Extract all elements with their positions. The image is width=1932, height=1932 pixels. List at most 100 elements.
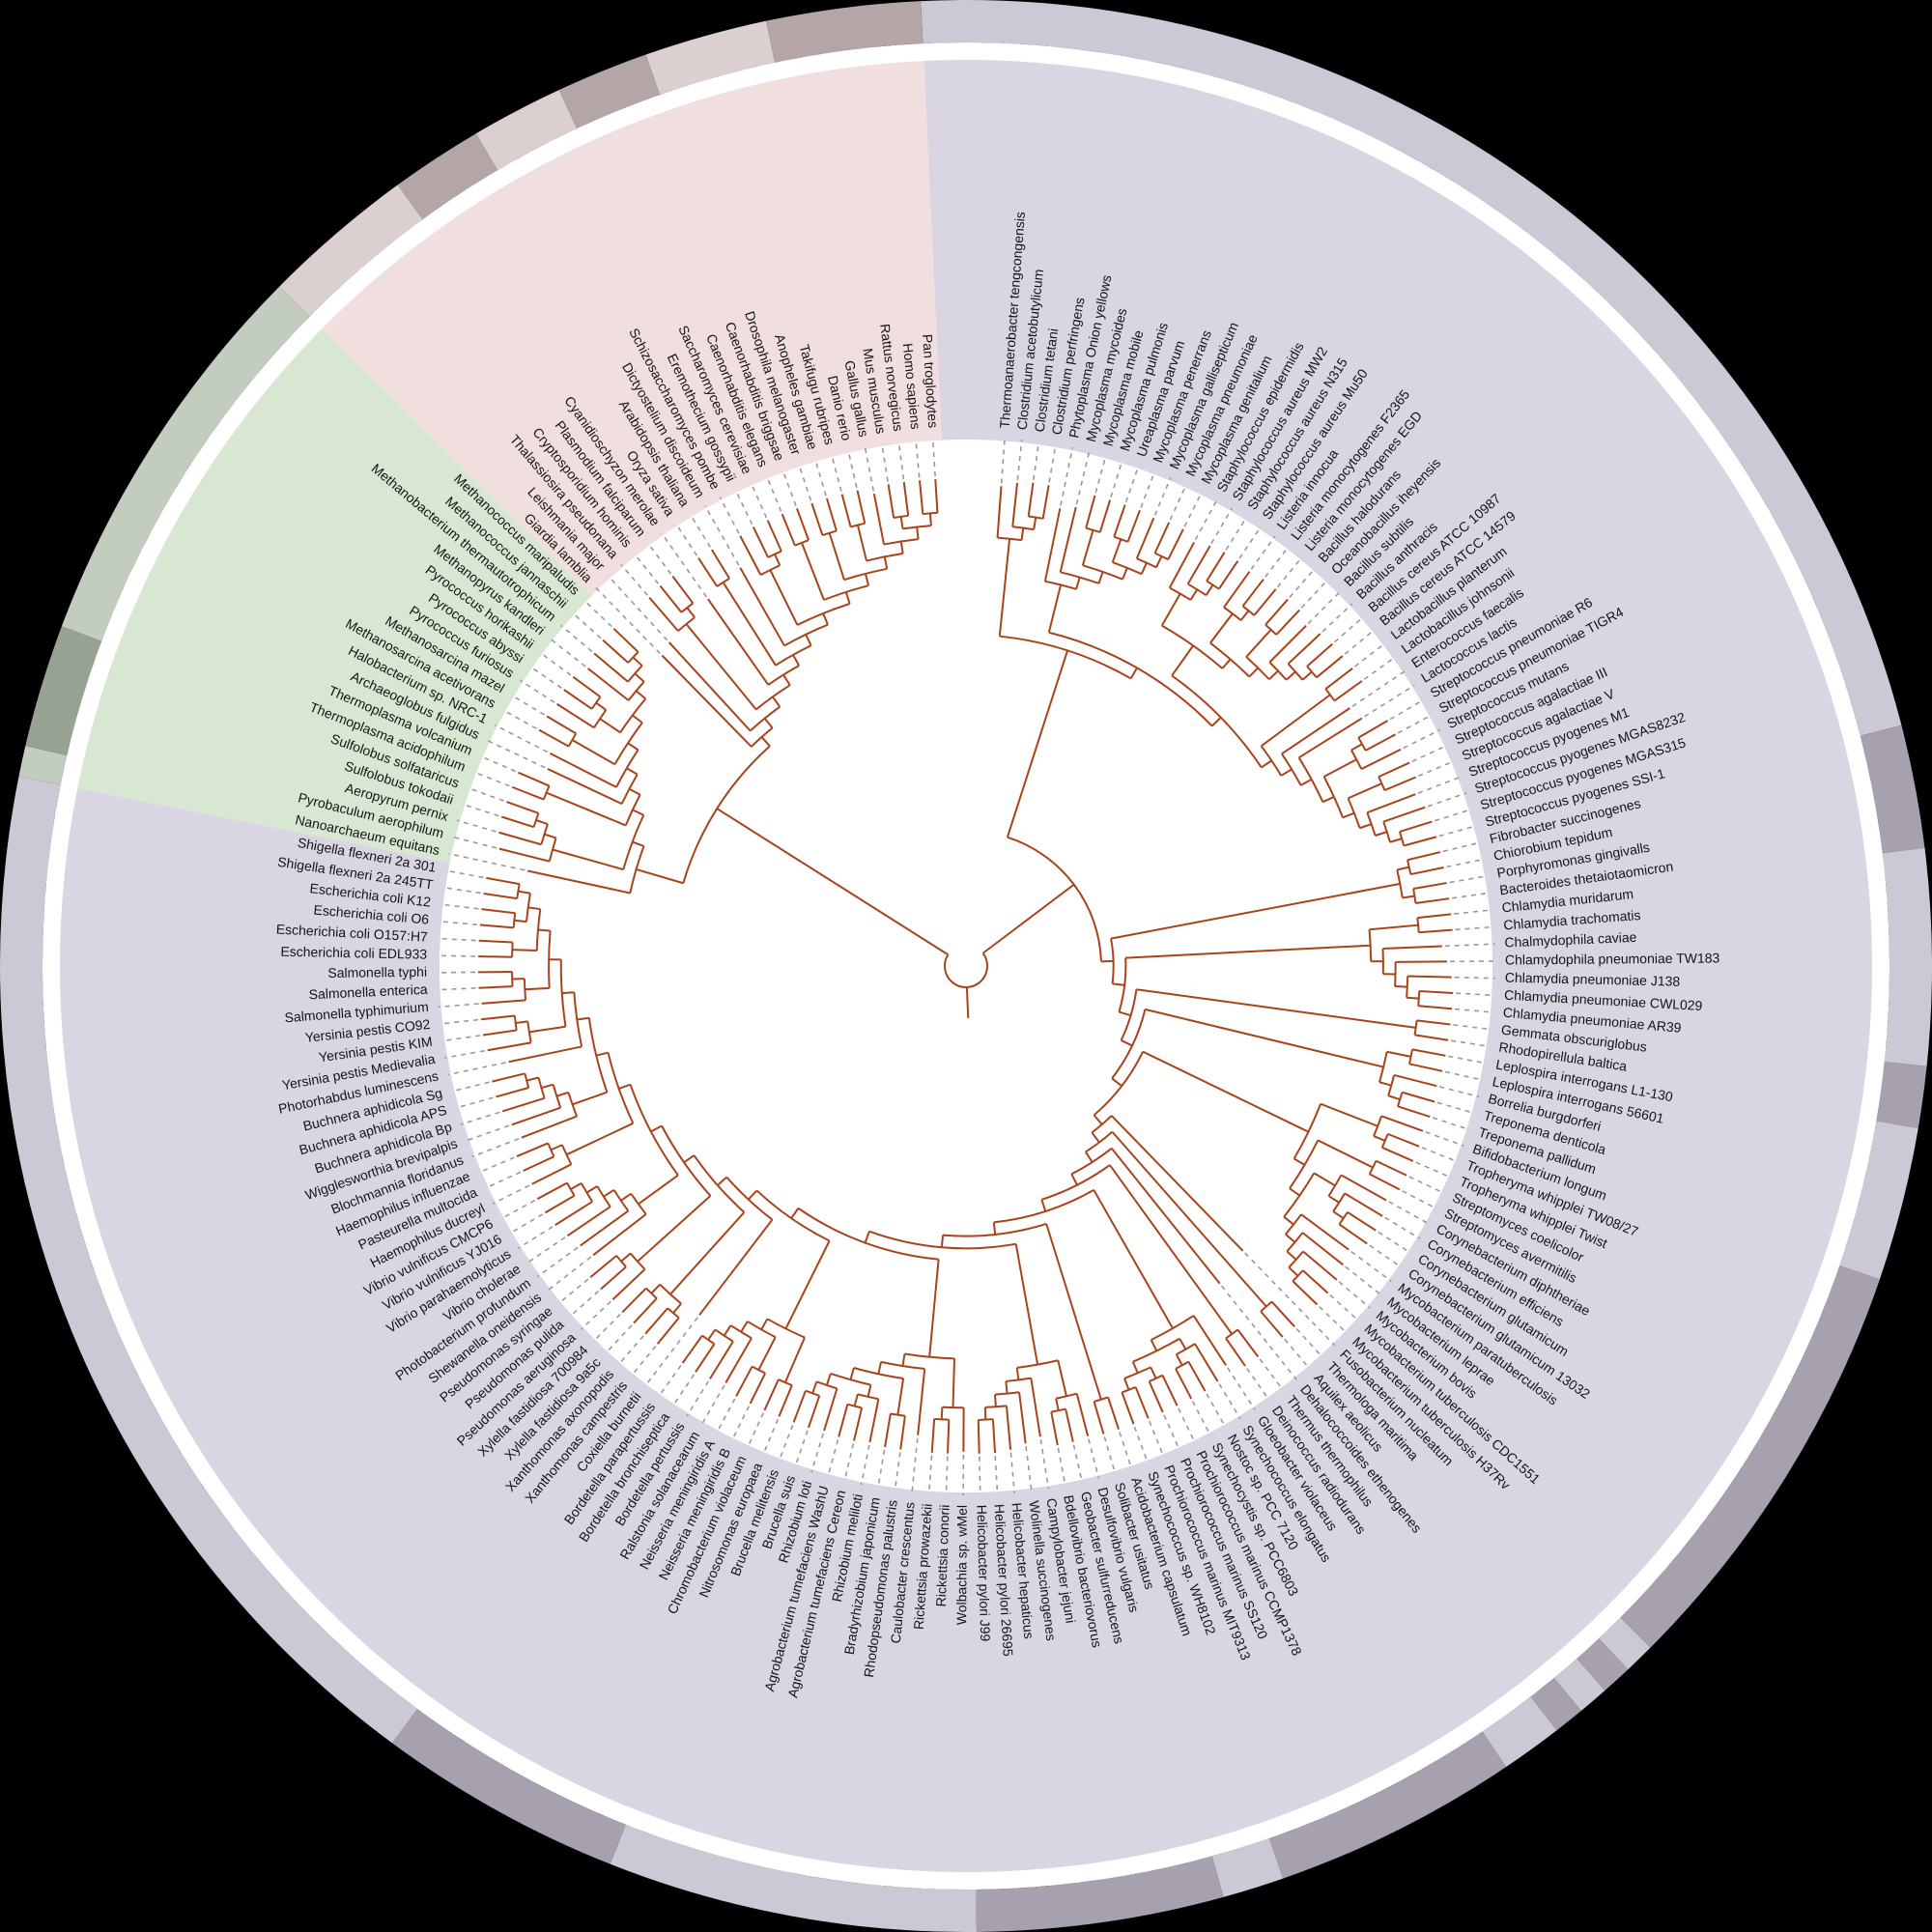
leaf-dash bbox=[762, 1418, 779, 1456]
leaf-dash bbox=[1220, 1285, 1297, 1380]
branch bbox=[1261, 759, 1272, 769]
leaf-dash bbox=[1454, 1008, 1493, 1013]
branch bbox=[1189, 588, 1199, 601]
ring-segment bbox=[610, 1824, 977, 1932]
leaf-dash bbox=[1149, 1420, 1165, 1458]
leaf-dash bbox=[746, 1412, 764, 1449]
branch bbox=[952, 1358, 956, 1408]
branch bbox=[518, 771, 550, 787]
leaf-dash bbox=[700, 1384, 725, 1426]
branch bbox=[792, 1390, 807, 1423]
branch bbox=[538, 728, 570, 748]
branch bbox=[480, 1014, 515, 1021]
branch-arc bbox=[580, 1182, 594, 1203]
leaf-dash bbox=[1140, 470, 1156, 508]
leaf-dash bbox=[1402, 1190, 1437, 1209]
branch bbox=[772, 696, 781, 708]
leaf-dash bbox=[582, 599, 612, 628]
branch bbox=[1047, 584, 1063, 633]
branch-arc bbox=[1007, 836, 1102, 962]
branch-arc bbox=[680, 602, 694, 613]
leaf-dash bbox=[1119, 1432, 1133, 1469]
branch bbox=[838, 1404, 849, 1437]
branch bbox=[535, 819, 549, 826]
leaf-dash bbox=[1454, 909, 1492, 915]
branch bbox=[877, 1361, 882, 1375]
branch bbox=[585, 1185, 598, 1194]
branch bbox=[1168, 541, 1195, 588]
branch bbox=[644, 1307, 668, 1335]
leaf-dash bbox=[536, 1246, 579, 1278]
branch bbox=[1005, 1380, 1009, 1394]
leaf-dash bbox=[1060, 447, 1074, 506]
domain-wedge-bacteria bbox=[59, 59, 1872, 1872]
branch bbox=[1125, 944, 1371, 959]
branch-arc bbox=[843, 567, 888, 582]
branch-arc bbox=[755, 1189, 831, 1242]
leaf-dash bbox=[1442, 841, 1482, 853]
leaf-label: Helicobacter pylori J99 bbox=[974, 1505, 993, 1642]
branch bbox=[1321, 796, 1335, 804]
branch bbox=[636, 868, 684, 885]
leaf-dash bbox=[526, 1236, 566, 1264]
branch bbox=[546, 791, 627, 827]
branch bbox=[1415, 897, 1450, 905]
leaf-dash bbox=[1238, 526, 1262, 559]
branch bbox=[518, 890, 531, 895]
branch bbox=[930, 1418, 936, 1453]
leaf-dash bbox=[1300, 579, 1329, 609]
branch bbox=[808, 1395, 821, 1429]
branch bbox=[1040, 1199, 1047, 1212]
branch-arc bbox=[1169, 586, 1192, 601]
branch bbox=[1111, 538, 1122, 563]
branch bbox=[928, 513, 932, 526]
branch bbox=[1041, 485, 1050, 519]
branch bbox=[1298, 717, 1363, 759]
leaf-dash bbox=[646, 542, 672, 575]
branch-arc bbox=[620, 774, 639, 805]
leaf-dash bbox=[1452, 892, 1491, 899]
leaf-dash bbox=[1417, 776, 1462, 794]
branch bbox=[783, 1337, 806, 1383]
branch bbox=[1323, 758, 1357, 778]
branch bbox=[1378, 761, 1410, 779]
branch bbox=[1225, 1337, 1246, 1367]
leaf-dash bbox=[447, 1062, 506, 1076]
branch bbox=[1316, 655, 1344, 679]
branch-arc bbox=[1417, 990, 1421, 1007]
branch bbox=[572, 675, 602, 698]
leaf-dash bbox=[1246, 1368, 1270, 1401]
leaf-dash bbox=[1351, 669, 1406, 707]
branch bbox=[992, 1222, 997, 1236]
branch-arc bbox=[1327, 1174, 1343, 1197]
leaf-dash bbox=[931, 438, 936, 477]
branch bbox=[1018, 1392, 1027, 1444]
branch bbox=[901, 1353, 906, 1367]
branch bbox=[763, 718, 774, 729]
branch bbox=[525, 986, 550, 991]
branch bbox=[1081, 529, 1094, 566]
leaf-dash bbox=[1418, 760, 1455, 778]
leaf-dash bbox=[1378, 1231, 1411, 1254]
leaf-dash bbox=[1178, 1407, 1196, 1444]
leaf-dash bbox=[1153, 477, 1172, 516]
leaf-dash bbox=[945, 1456, 949, 1495]
branch bbox=[638, 1174, 679, 1206]
branch-arc bbox=[1281, 753, 1302, 786]
branch-arc bbox=[629, 1084, 679, 1177]
branch bbox=[739, 535, 762, 576]
branch bbox=[566, 1122, 634, 1156]
branch bbox=[1194, 1343, 1219, 1382]
ring-segment bbox=[25, 626, 102, 756]
branch bbox=[994, 1394, 997, 1407]
ring-segment bbox=[1530, 1678, 1581, 1731]
branch-arc bbox=[1288, 1250, 1304, 1268]
leaf-dash bbox=[494, 724, 549, 753]
leaf-dash bbox=[750, 482, 768, 519]
branch bbox=[749, 1373, 767, 1405]
branch-arc bbox=[1123, 1366, 1151, 1379]
branch bbox=[856, 525, 867, 561]
branch-arc bbox=[978, 1418, 993, 1421]
branch bbox=[1160, 593, 1181, 627]
branch bbox=[1366, 793, 1416, 814]
